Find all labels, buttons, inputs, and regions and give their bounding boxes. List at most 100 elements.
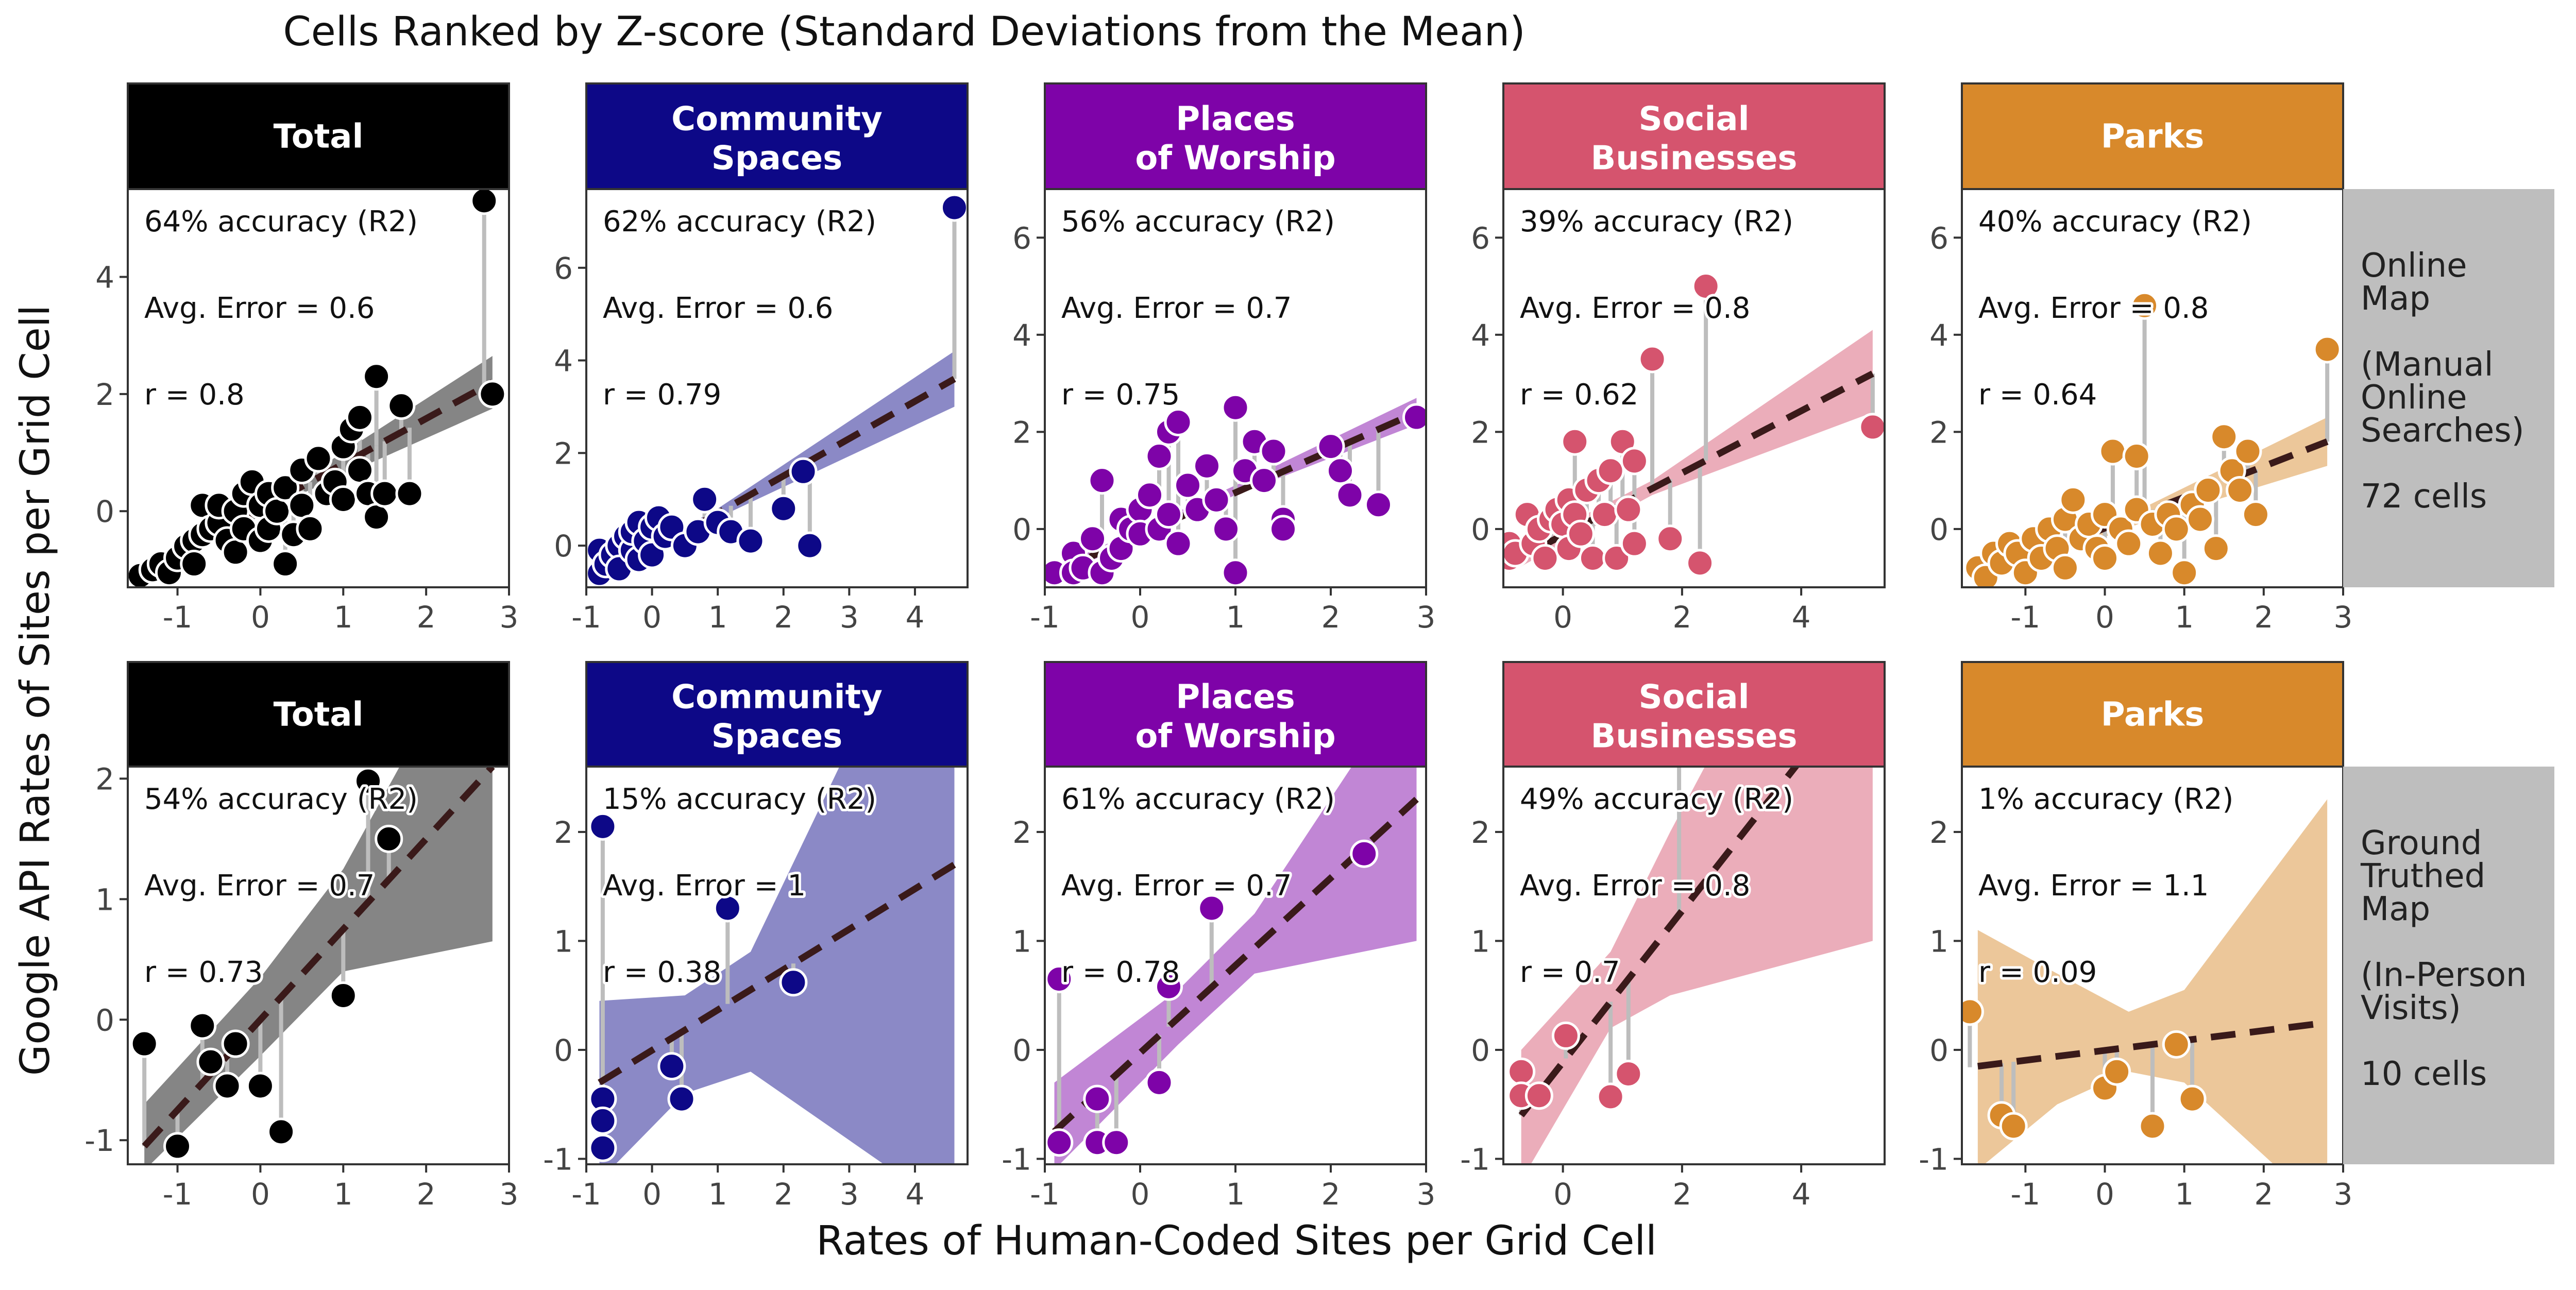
r-label-8: r = 0.7 (1520, 956, 1620, 989)
y-tick-2-1: 2 (1012, 415, 1031, 450)
point-7-2 (1083, 1084, 1112, 1113)
y-tick-2-2: 4 (1012, 318, 1031, 353)
point-0-37 (345, 403, 374, 432)
y-tick-0-0: 0 (95, 494, 114, 529)
point-4-39 (2313, 335, 2342, 364)
accuracy-label-6: 15% accuracy (R2) (603, 783, 876, 816)
point-3-23 (1620, 447, 1649, 476)
y-tick-1-0: 0 (554, 529, 573, 564)
point-0-40 (362, 503, 391, 532)
y-tick-7-0: -1 (1002, 1142, 1031, 1177)
point-2-34 (1326, 456, 1354, 485)
confidence-band-5 (144, 767, 493, 1164)
y-tick-5-1: 0 (95, 1003, 114, 1038)
panel-header-5 (127, 661, 510, 768)
error-label-5: Avg. Error = 0.7 (144, 869, 375, 903)
accuracy-label-4: 40% accuracy (R2) (1978, 205, 2252, 239)
r-label-4: r = 0.64 (1978, 378, 2097, 412)
point-4-32 (2194, 476, 2223, 504)
panel-header-label-1: Community Spaces (671, 100, 883, 178)
point-6-0 (588, 812, 617, 841)
row-strip-1: Ground Truthed Map (In-Person Visits) 10 cell… (2343, 767, 2554, 1164)
x-tick-6-4: 3 (840, 1177, 859, 1212)
point-3-26 (1656, 524, 1685, 553)
point-5-10 (375, 824, 403, 853)
y-tick-6-3: 2 (554, 815, 573, 850)
x-tick-4-1: 0 (2095, 600, 2114, 635)
panel-3: Social Businesses 0 2 4 0 2 4 6 39% accuracy (R2)… (1471, 82, 1886, 635)
panel-2: Places of Worship -1 0 1 2 3 0 2 4 6 56% accuracy (… (1012, 82, 1435, 635)
error-label-6: Avg. Error = 1 (603, 869, 806, 903)
r-label-7: r = 0.78 (1061, 956, 1180, 989)
x-tick-9-0: -1 (2010, 1177, 2040, 1212)
point-7-6 (1155, 972, 1183, 1001)
confidence-band-8 (1521, 767, 1873, 1164)
point-6-6 (713, 894, 742, 923)
point-7-0 (1045, 964, 1074, 993)
point-2-23 (1202, 485, 1231, 514)
point-5-4 (213, 1072, 242, 1100)
regression-line-5 (142, 767, 495, 1149)
x-tick-3-2: 4 (1792, 600, 1811, 635)
y-tick-1-3: 6 (554, 251, 573, 286)
accuracy-label-3: 39% accuracy (R2) (1520, 205, 1793, 239)
point-4-22 (2122, 442, 2151, 470)
y-tick-6-0: -1 (543, 1142, 573, 1177)
point-8-3 (1551, 1021, 1580, 1050)
point-2-26 (1221, 393, 1250, 422)
x-tick-6-2: 1 (708, 1177, 727, 1212)
point-0-30 (304, 444, 333, 473)
x-tick-9-2: 1 (2175, 1177, 2194, 1212)
point-4-33 (2201, 534, 2230, 563)
point-3-14 (1566, 519, 1595, 548)
point-2-4 (1078, 524, 1107, 553)
y-tick-9-1: 0 (1929, 1033, 1948, 1068)
point-9-6 (2162, 1030, 2191, 1059)
x-tick-0-1: 0 (251, 600, 270, 635)
y-tick-8-1: 0 (1471, 1033, 1490, 1068)
point-7-8 (1350, 839, 1379, 868)
y-tick-9-2: 1 (1929, 924, 1948, 959)
point-2-25 (1221, 558, 1250, 587)
panel-5: Total -1 0 1 2 3 -1 0 1 2 54% accuracy (R2) Avg. Er… (84, 661, 518, 1212)
point-8-5 (1614, 1059, 1643, 1088)
point-6-3 (588, 1133, 617, 1162)
panel-header-4 (1961, 82, 2344, 190)
regression-line-2 (1053, 409, 1418, 576)
error-label-4: Avg. Error = 0.8 (1978, 292, 2209, 325)
r-label-6: r = 0.38 (603, 956, 721, 989)
point-2-32 (1269, 515, 1297, 544)
row-strip-label-1: Ground Truthed Map (In-Person Visits) 10 cell… (2360, 824, 2527, 1093)
point-0-44 (470, 189, 499, 215)
x-tick-8-1: 2 (1672, 1177, 1691, 1212)
regression-line-6 (598, 861, 956, 1085)
point-0-45 (478, 380, 507, 409)
r-label-3: r = 0.62 (1520, 378, 1638, 412)
panel-frame-6 (585, 766, 969, 1165)
point-5-9 (354, 767, 383, 795)
y-tick-3-2: 4 (1471, 318, 1490, 353)
x-tick-8-0: 0 (1553, 1177, 1572, 1212)
point-6-2 (588, 1106, 617, 1135)
point-5-3 (196, 1047, 225, 1076)
point-7-4 (1102, 1128, 1131, 1157)
panel-header-label-5: Total (274, 696, 364, 734)
point-2-22 (1193, 451, 1221, 480)
panel-frame-3 (1502, 188, 1886, 588)
point-5-1 (163, 1132, 192, 1161)
x-axis-label: Rates of Human-Coded Sites per Grid Cell (816, 1218, 1657, 1264)
panel-header-label-3: Social Businesses (1590, 100, 1797, 178)
y-tick-9-0: -1 (1919, 1142, 1948, 1177)
x-tick-4-0: -1 (2010, 600, 2040, 635)
point-0-43 (395, 479, 424, 508)
panel-0: Total -1 0 1 2 3 0 2 4 64% accuracy (R2) Avg. Erro… (95, 82, 518, 635)
error-label-2: Avg. Error = 0.7 (1061, 292, 1292, 325)
panel-8: Social Businesses 0 2 4 -1 0 1 2 49% accuracy (R2… (1460, 661, 1886, 1212)
panel-frame-5 (127, 766, 510, 1165)
point-7-5 (1145, 1068, 1174, 1097)
panel-frame-8 (1502, 766, 1886, 1165)
accuracy-label-0: 64% accuracy (R2) (144, 205, 418, 239)
point-5-7 (267, 1117, 296, 1146)
